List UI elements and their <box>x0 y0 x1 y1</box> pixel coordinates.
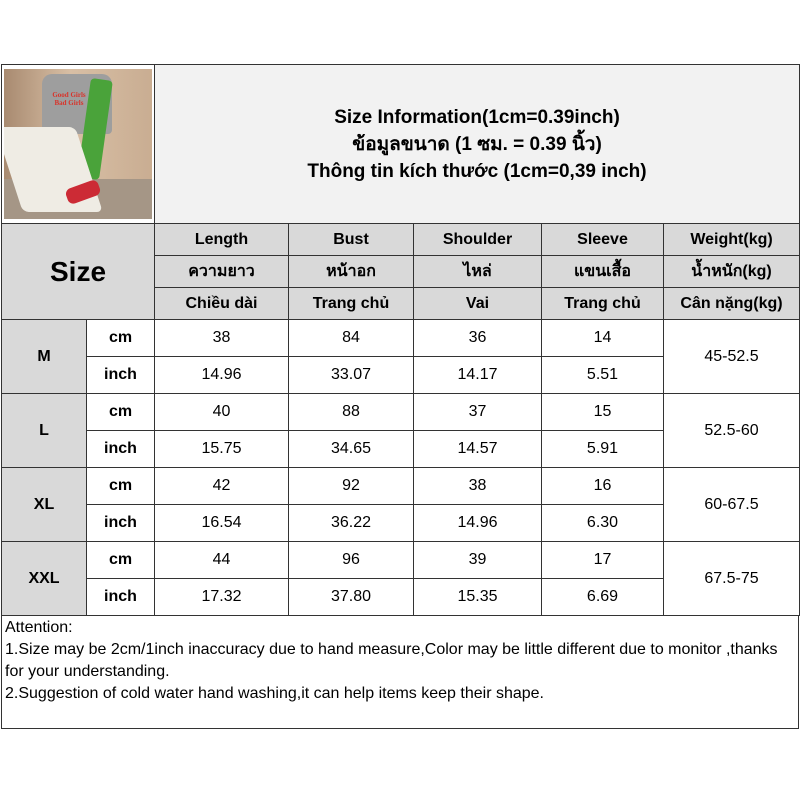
cm-value: 37 <box>413 393 542 431</box>
col-header-en: Shoulder <box>413 223 542 256</box>
weight-value: 52.5-60 <box>662 393 800 468</box>
inch-value: 15.35 <box>413 578 542 616</box>
col-header-vi: Cân nặng(kg) <box>662 287 800 320</box>
cm-value: 15 <box>541 393 664 431</box>
product-photo: Good Girls Bad Girls <box>4 69 152 219</box>
cm-value: 16 <box>541 467 664 505</box>
col-header-vi: Chiều dài <box>154 287 289 320</box>
title-vietnamese: Thông tin kích thước (1cm=0,39 inch) <box>307 160 647 182</box>
attention-note-2: 2.Suggestion of cold water hand washing,… <box>5 685 544 702</box>
title-thai: ข้อมูลขนาด (1 ซม. = 0.39 นิ้ว) <box>352 133 602 155</box>
size-chart: Good Girls Bad Girls Size Information(1c… <box>1 64 800 729</box>
inch-value: 6.30 <box>541 504 664 542</box>
size-name: XXL <box>1 541 87 616</box>
size-row: inch 16.54 36.22 14.96 6.30 <box>2 504 800 542</box>
inch-value: 14.96 <box>154 356 289 394</box>
col-header-th: หน้าอก <box>288 255 414 288</box>
col-header-th: ความยาว <box>154 255 289 288</box>
cm-value: 39 <box>413 541 542 579</box>
product-photo-cell: Good Girls Bad Girls <box>1 64 155 224</box>
inch-value: 14.57 <box>413 430 542 468</box>
weight-value: 60-67.5 <box>662 467 800 542</box>
col-header-vi: Trang chủ <box>288 287 414 320</box>
inch-value: 36.22 <box>288 504 414 542</box>
cm-value: 40 <box>154 393 289 431</box>
size-name: XL <box>1 467 87 542</box>
cm-value: 14 <box>541 319 664 357</box>
col-header-en: Weight(kg) <box>662 223 800 256</box>
inch-value: 5.91 <box>541 430 664 468</box>
unit-label: inch <box>86 430 155 468</box>
inch-value: 15.75 <box>154 430 289 468</box>
size-row: XL cm 42 92 38 16 60-67.5 <box>1 467 800 542</box>
col-header-th: ไหล่ <box>413 255 542 288</box>
weight-value: 67.5-75 <box>662 541 800 616</box>
unit-label: cm <box>86 467 155 505</box>
cm-value: 96 <box>288 541 414 579</box>
inch-value: 6.69 <box>541 578 664 616</box>
size-row: inch 15.75 34.65 14.57 5.91 <box>2 430 800 468</box>
title-english: Size Information(1cm=0.39inch) <box>334 106 620 128</box>
unit-label: cm <box>86 393 155 431</box>
col-header-th: น้ำหนัก(kg) <box>662 255 800 288</box>
col-header-en: Bust <box>288 223 414 256</box>
size-name: M <box>1 319 87 394</box>
col-header-th: แขนเสื้อ <box>541 255 664 288</box>
size-row: M cm 38 84 36 14 45-52.5 <box>1 319 800 394</box>
title-cell: Size Information(1cm=0.39inch) ข้อมูลขนา… <box>153 64 800 224</box>
unit-label: cm <box>86 541 155 579</box>
size-row: L cm 40 88 37 15 52.5-60 <box>1 393 800 468</box>
size-table: Good Girls Bad Girls Size Information(1c… <box>1 64 800 616</box>
cm-value: 44 <box>154 541 289 579</box>
inch-value: 5.51 <box>541 356 664 394</box>
unit-label: inch <box>86 578 155 616</box>
attention-box: Attention: 1.Size may be 2cm/1inch inacc… <box>1 616 799 729</box>
inch-value: 34.65 <box>288 430 414 468</box>
col-header-vi: Trang chủ <box>541 287 664 320</box>
unit-label: inch <box>86 504 155 542</box>
cm-value: 38 <box>154 319 289 357</box>
weight-value: 45-52.5 <box>662 319 800 394</box>
cm-value: 92 <box>288 467 414 505</box>
inch-value: 14.17 <box>413 356 542 394</box>
inch-value: 33.07 <box>288 356 414 394</box>
size-row: XXL cm 44 96 39 17 67.5-75 <box>1 541 800 616</box>
size-row: inch 14.96 33.07 14.17 5.51 <box>2 356 800 394</box>
size-header: Size <box>1 223 155 320</box>
attention-note-1: 1.Size may be 2cm/1inch inaccuracy due t… <box>5 641 778 680</box>
col-header-vi: Vai <box>413 287 542 320</box>
col-header-en: Length <box>154 223 289 256</box>
cm-value: 88 <box>288 393 414 431</box>
inch-value: 17.32 <box>154 578 289 616</box>
size-row: inch 17.32 37.80 15.35 6.69 <box>2 578 800 616</box>
shirt-print: Good Girls Bad Girls <box>52 91 86 107</box>
cm-value: 42 <box>154 467 289 505</box>
unit-label: cm <box>86 319 155 357</box>
cm-value: 84 <box>288 319 414 357</box>
cm-value: 17 <box>541 541 664 579</box>
unit-label: inch <box>86 356 155 394</box>
size-name: L <box>1 393 87 468</box>
inch-value: 16.54 <box>154 504 289 542</box>
col-header-en: Sleeve <box>541 223 664 256</box>
cm-value: 38 <box>413 467 542 505</box>
cm-value: 36 <box>413 319 542 357</box>
attention-heading: Attention: <box>5 619 73 636</box>
inch-value: 37.80 <box>288 578 414 616</box>
inch-value: 14.96 <box>413 504 542 542</box>
